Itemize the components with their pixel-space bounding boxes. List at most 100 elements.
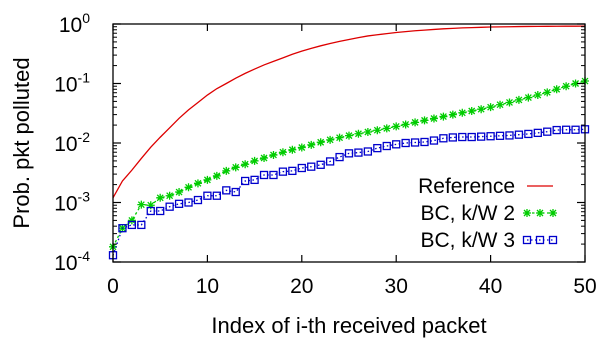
x-tick-label: 50	[573, 275, 596, 298]
data-point-square	[522, 235, 532, 245]
data-point-square	[382, 141, 391, 151]
data-point-square	[486, 132, 495, 141]
data-point-star	[429, 114, 438, 123]
data-point-star	[533, 91, 542, 100]
series-layer	[108, 25, 590, 260]
data-point-square	[231, 187, 240, 197]
data-point-square	[156, 206, 165, 216]
data-point-square	[514, 130, 524, 139]
data-point-star	[523, 209, 531, 217]
data-point-square	[505, 131, 514, 140]
data-point-star	[203, 175, 212, 184]
data-point-square	[410, 138, 420, 147]
data-point-square	[193, 195, 203, 205]
data-point-square	[458, 132, 467, 142]
data-point-star	[543, 88, 552, 97]
data-point-star	[165, 191, 174, 200]
data-point-square	[241, 176, 250, 186]
data-point-star	[345, 131, 353, 140]
data-point-square	[212, 191, 221, 200]
x-tick-label: 0	[107, 275, 119, 298]
data-point-square	[363, 147, 373, 156]
data-point-star	[448, 110, 457, 119]
data-point-square	[571, 125, 580, 134]
data-point-star	[241, 160, 250, 169]
y-tick-base: 10	[54, 133, 77, 156]
data-point-square	[354, 148, 363, 157]
data-point-star	[156, 193, 165, 202]
legend-label: BC, k/W 3	[420, 229, 515, 252]
y-tick-label: 10-4	[54, 248, 90, 275]
data-point-star	[524, 93, 533, 102]
series-reference	[112, 25, 586, 199]
data-point-square	[137, 220, 146, 230]
x-tick-label: 20	[290, 275, 313, 298]
data-point-star	[514, 95, 523, 104]
y-tick-label: 100	[59, 10, 90, 37]
data-point-star	[212, 171, 221, 180]
data-point-star	[392, 122, 401, 131]
data-point-square	[401, 138, 410, 148]
data-point-square	[297, 163, 306, 173]
data-point-square	[203, 191, 212, 200]
data-point-star	[552, 85, 561, 94]
legend-label: BC, k/W 2	[420, 202, 515, 225]
data-point-star	[175, 188, 184, 197]
data-point-square	[127, 220, 137, 230]
data-point-star	[184, 183, 193, 192]
y-tick-exponent: -1	[78, 70, 91, 86]
data-point-square	[535, 235, 545, 245]
plot-frame	[112, 23, 586, 263]
y-tick-exponent: -2	[78, 129, 91, 145]
data-point-star	[536, 209, 544, 217]
data-point-star	[250, 156, 259, 165]
x-tick-label: 10	[196, 275, 219, 298]
data-point-star	[401, 120, 410, 129]
x-tick-label: 40	[479, 275, 502, 298]
series-bc-k-w-3	[108, 125, 590, 260]
data-point-square	[259, 170, 269, 180]
data-point-star	[467, 107, 476, 115]
data-point-star	[127, 216, 136, 225]
y-tick-label: 10-3	[54, 189, 90, 216]
y-tick-base: 10	[54, 193, 77, 216]
data-point-star	[382, 124, 391, 133]
data-point-star	[420, 116, 429, 125]
series-bc-k-w-2	[109, 77, 589, 251]
x-axis-label: Index of i-th received packet	[211, 313, 486, 338]
data-point-star	[269, 150, 278, 159]
data-point-square	[561, 125, 571, 134]
data-point-star	[297, 143, 306, 152]
data-point-square	[548, 235, 558, 245]
y-axis-label: Prob. pkt polluted	[9, 57, 34, 228]
data-point-star	[326, 135, 335, 144]
data-point-square	[307, 162, 316, 171]
data-point-square	[552, 125, 561, 135]
data-point-square	[184, 198, 193, 207]
data-point-square	[335, 152, 344, 162]
data-point-square	[222, 186, 231, 195]
data-point-square	[373, 143, 382, 153]
data-point-square	[495, 131, 505, 140]
data-point-star	[363, 128, 372, 137]
data-point-square	[439, 134, 448, 143]
data-point-star	[307, 140, 316, 149]
data-point-square	[543, 127, 552, 136]
data-point-star	[354, 129, 363, 138]
data-point-square	[477, 132, 486, 141]
data-point-star	[193, 179, 202, 188]
y-tick-base: 10	[54, 252, 77, 275]
y-tick-base: 10	[54, 74, 77, 97]
legend: Reference BC, k/W 2 BC, k/W 3	[418, 175, 558, 252]
data-point-square	[533, 128, 542, 138]
data-point-square	[429, 136, 439, 145]
data-point-star	[146, 201, 155, 210]
data-point-star	[458, 108, 467, 117]
data-point-star	[562, 82, 571, 91]
data-point-star	[486, 103, 495, 112]
data-point-star	[549, 209, 557, 217]
data-point-square	[316, 160, 325, 169]
data-point-square	[420, 137, 429, 147]
data-point-star	[288, 145, 297, 154]
